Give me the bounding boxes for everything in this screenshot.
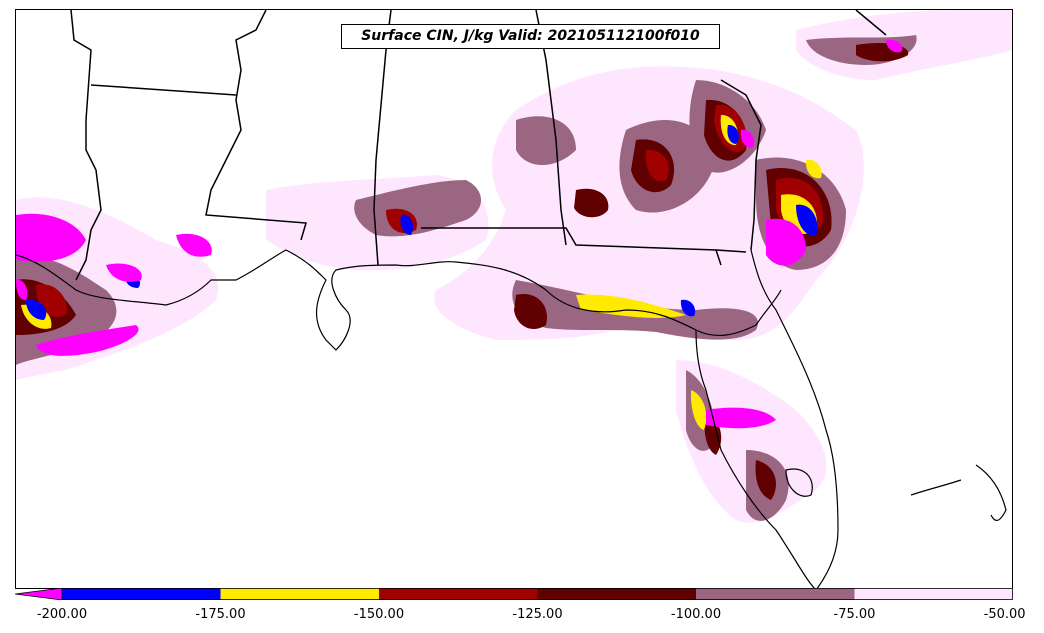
colorbar-bin bbox=[854, 588, 1013, 600]
colorbar-tick-label: -75.00 bbox=[833, 607, 876, 622]
colorbar-bin bbox=[537, 588, 696, 600]
colorbar-tick-label: -125.00 bbox=[512, 607, 563, 622]
colorbar-bin bbox=[220, 588, 379, 600]
colorbar bbox=[15, 588, 1013, 600]
state-boundaries bbox=[70, 10, 887, 281]
cin-field-magenta bbox=[16, 39, 903, 429]
map-panel: Surface CIN, J/kg Valid: 202105112100f01… bbox=[15, 9, 1013, 589]
cin-field-blue bbox=[26, 124, 818, 320]
colorbar-tick-label: -175.00 bbox=[195, 607, 246, 622]
colorbar-extend-low bbox=[15, 588, 63, 600]
colorbar-tick-label: -100.00 bbox=[670, 607, 722, 622]
colorbar-bin bbox=[379, 588, 538, 600]
colorbar-tick-label: -200.00 bbox=[36, 607, 88, 622]
colorbar-bin bbox=[696, 588, 855, 600]
colorbar-tick-label: -50.00 bbox=[983, 607, 1026, 622]
map-title: Surface CIN, J/kg Valid: 202105112100f01… bbox=[341, 24, 720, 49]
colorbar-tick-label: -150.00 bbox=[353, 607, 405, 622]
colorbar-labels: -200.00 -175.00 -150.00 -125.00 -100.00 -75.0… bbox=[0, 607, 1044, 627]
colorbar-bin bbox=[62, 588, 221, 600]
cin-map bbox=[16, 10, 1012, 588]
colorbar-outline bbox=[61, 588, 1013, 600]
coastline bbox=[16, 249, 1007, 588]
cin-field-light-pink bbox=[16, 10, 1012, 523]
